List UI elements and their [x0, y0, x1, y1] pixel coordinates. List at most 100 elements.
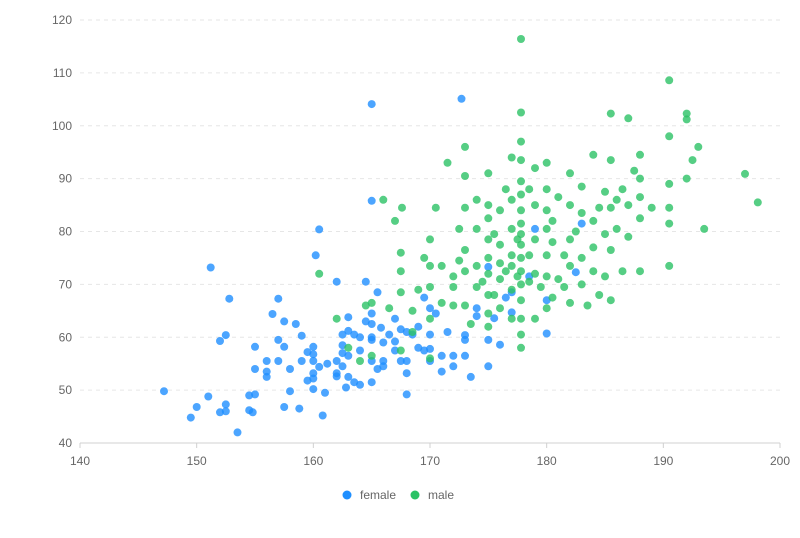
point-male: [426, 261, 434, 270]
point-male: [449, 301, 458, 310]
point-male: [554, 193, 563, 202]
point-male: [391, 216, 399, 225]
point-female: [426, 330, 434, 339]
point-female: [332, 369, 341, 378]
point-male: [496, 206, 504, 215]
point-female: [396, 357, 405, 365]
point-male: [396, 288, 405, 297]
legend-item-male[interactable]: male: [410, 488, 455, 502]
point-male: [501, 185, 510, 194]
point-male: [741, 169, 749, 178]
point-female: [344, 351, 353, 360]
point-male: [484, 269, 493, 278]
point-male: [472, 283, 481, 291]
point-female: [221, 407, 230, 416]
legend-item-female[interactable]: female: [342, 488, 397, 502]
point-male: [589, 150, 598, 159]
point-male: [517, 280, 525, 289]
point-male: [496, 259, 504, 268]
legend[interactable]: female male: [342, 488, 455, 502]
point-female: [356, 333, 364, 342]
point-female: [248, 408, 257, 417]
point-male: [624, 232, 633, 241]
y-tick-label: 80: [59, 225, 73, 239]
point-male: [443, 158, 452, 167]
point-male: [694, 142, 703, 151]
point-male: [517, 190, 525, 199]
point-male: [517, 108, 525, 117]
point-male: [507, 224, 516, 233]
point-male: [496, 304, 504, 313]
point-male: [490, 230, 499, 239]
point-male: [385, 304, 394, 313]
point-male: [437, 261, 446, 270]
point-male: [665, 132, 674, 141]
point-female: [268, 310, 277, 318]
point-female: [291, 320, 300, 328]
point-male: [636, 150, 644, 159]
point-female: [571, 268, 580, 277]
axes: 40 50 60 70 80 90 100 110 120 140 150 160 170 180 190 2…: [52, 13, 790, 468]
point-female: [391, 346, 399, 355]
point-male: [636, 193, 644, 202]
point-female: [344, 326, 353, 335]
point-female: [323, 359, 332, 368]
point-female: [221, 331, 230, 340]
point-female: [321, 388, 329, 397]
x-tick-label: 150: [187, 454, 207, 468]
data-points: [160, 35, 762, 437]
point-male: [455, 256, 464, 265]
point-male: [636, 267, 644, 276]
point-female: [461, 331, 469, 340]
point-male: [472, 195, 481, 204]
point-male: [566, 201, 574, 210]
point-male: [420, 253, 429, 262]
point-male: [396, 267, 405, 276]
point-male: [507, 153, 516, 162]
point-female: [356, 380, 364, 389]
point-male: [542, 185, 551, 194]
point-male: [624, 201, 633, 210]
point-female: [318, 411, 327, 420]
point-female: [461, 351, 469, 360]
point-female: [280, 342, 289, 351]
point-male: [542, 206, 551, 215]
point-male: [431, 203, 440, 212]
point-male: [665, 219, 674, 228]
point-male: [682, 109, 691, 118]
point-male: [501, 267, 510, 276]
point-female: [449, 351, 458, 360]
point-female: [426, 304, 434, 313]
point-female: [315, 225, 324, 234]
point-female: [233, 428, 242, 437]
point-male: [507, 261, 516, 270]
point-male: [636, 174, 644, 183]
point-female: [437, 367, 446, 376]
point-female: [457, 94, 466, 103]
y-tick-label: 60: [59, 330, 73, 344]
point-male: [484, 291, 493, 299]
point-female: [206, 263, 215, 272]
point-female: [344, 313, 353, 322]
point-female: [391, 314, 399, 323]
point-male: [478, 277, 487, 286]
point-male: [484, 309, 493, 318]
point-female: [377, 323, 385, 332]
point-female: [204, 392, 213, 401]
point-female: [221, 400, 230, 409]
point-male: [566, 235, 574, 244]
point-male: [665, 203, 674, 212]
y-tick-label: 50: [59, 383, 73, 397]
point-male: [566, 261, 574, 270]
point-female: [332, 277, 341, 286]
point-female: [280, 403, 289, 411]
point-male: [449, 283, 458, 291]
point-female: [385, 330, 394, 339]
point-male: [548, 238, 557, 247]
point-female: [297, 331, 306, 340]
point-male: [548, 293, 557, 302]
point-female: [286, 365, 294, 373]
point-male: [618, 267, 627, 276]
point-female: [315, 362, 324, 371]
